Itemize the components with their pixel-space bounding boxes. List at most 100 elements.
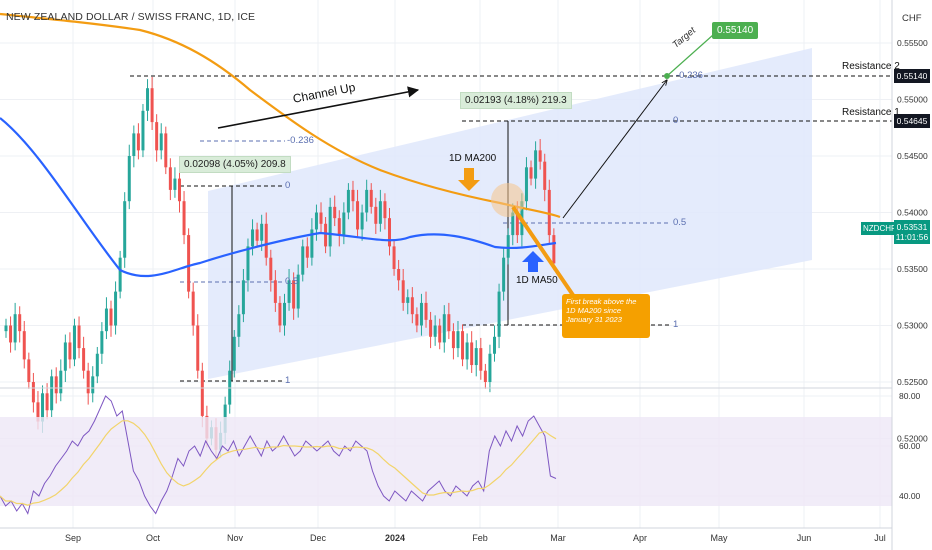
candle-body	[337, 218, 341, 236]
fib-label-1-left: 1	[285, 375, 291, 386]
y-tick-label: 0.54500	[897, 151, 928, 161]
candle-body	[292, 280, 296, 309]
candle-body	[419, 302, 423, 326]
candle-body	[68, 342, 72, 360]
candle-body	[4, 325, 8, 332]
candle-body	[164, 133, 168, 168]
candle-body	[251, 229, 255, 247]
x-tick-label: 2024	[385, 533, 405, 543]
candle-body	[269, 257, 273, 281]
fib-label-0-left: 0	[285, 180, 291, 191]
current-price-tag: 0.53531 11:01:56	[894, 220, 930, 244]
x-tick-label: Oct	[146, 533, 161, 543]
candle-body	[136, 133, 140, 151]
candle-body	[392, 246, 396, 269]
candle-body	[255, 229, 259, 241]
candle-body	[278, 302, 282, 326]
candle-body	[177, 178, 181, 202]
target-dot	[664, 73, 670, 79]
candle-body	[22, 331, 26, 360]
candle-body	[383, 201, 387, 219]
y-tick-label: 0.54000	[897, 208, 928, 218]
candle-body	[45, 393, 49, 411]
candle-body	[9, 325, 13, 343]
candle-body	[159, 133, 163, 151]
candle-body	[72, 325, 76, 360]
candle-body	[346, 189, 350, 213]
candle-body	[301, 246, 305, 275]
candle-body	[324, 223, 328, 247]
candle-body	[232, 336, 236, 371]
candle-body	[470, 342, 474, 366]
candle-body	[502, 257, 506, 292]
candle-body	[13, 314, 17, 343]
measure-label-1: 0.02098 (4.05%) 209.8	[179, 156, 291, 173]
candle-body	[282, 302, 286, 326]
candle-body	[18, 314, 22, 332]
note-connector	[511, 205, 577, 300]
x-tick-label: Feb	[472, 533, 488, 543]
currency-label: CHF	[902, 13, 922, 24]
resistance-2-price-tag: 0.55140	[894, 69, 930, 83]
candle-body	[538, 150, 542, 162]
candle-body	[182, 201, 186, 236]
candle-body	[465, 342, 469, 360]
candle-body	[461, 331, 465, 360]
candle-body	[273, 280, 277, 303]
y-tick-label: 0.53000	[897, 321, 928, 331]
candle-body	[547, 189, 551, 236]
y-tick-label: 0.52000	[897, 434, 928, 444]
candle-body	[310, 229, 314, 258]
candle-body	[95, 353, 99, 377]
candle-body	[118, 257, 122, 292]
candle-body	[451, 331, 455, 349]
candle-body	[77, 325, 81, 349]
x-tick-label: Jun	[797, 533, 812, 543]
candle-body	[374, 206, 378, 224]
candle-body	[488, 353, 492, 382]
rsi-tick-label: 40.00	[899, 491, 921, 501]
rsi-tick-label: 80.00	[899, 391, 921, 401]
candle-body	[529, 167, 533, 179]
chart-title: NEW ZEALAND DOLLAR / SWISS FRANC, 1D, IC…	[6, 11, 256, 23]
y-tick-label: 0.55500	[897, 38, 928, 48]
candle-body	[305, 246, 309, 258]
candle-body	[173, 178, 177, 190]
fib-levels	[130, 75, 892, 382]
ma200-label: 1D MA200	[449, 153, 497, 164]
candle-body	[401, 280, 405, 303]
candle-body	[506, 235, 510, 258]
channel-up-arrow	[217, 86, 420, 129]
candle-body	[54, 376, 58, 394]
candle-body	[237, 314, 241, 337]
candle-body	[456, 331, 460, 349]
time-axis[interactable]: Sep Oct Nov Dec 2024 Feb Mar Apr May Jun Jul	[0, 527, 892, 543]
candle-body	[356, 201, 360, 230]
candle-body	[543, 161, 547, 190]
candle-body	[351, 189, 355, 202]
candle-body	[150, 88, 154, 123]
candle-body	[328, 206, 332, 247]
candle-body	[415, 314, 419, 326]
candle-body	[91, 376, 95, 394]
candle-body	[387, 218, 391, 247]
candle-body	[429, 319, 433, 337]
candle-body	[27, 359, 31, 382]
candle-body	[314, 212, 318, 230]
candle-body	[410, 297, 414, 315]
candle-body	[511, 212, 515, 236]
candle-body	[191, 291, 195, 326]
symbol-badge: NZDCHF	[861, 222, 898, 235]
candle-body	[342, 212, 346, 236]
bar-countdown: 11:01:56	[895, 232, 929, 242]
candle-body	[378, 201, 382, 224]
rsi-band	[0, 417, 892, 506]
candle-body	[397, 269, 401, 281]
price-axis[interactable]: 0.55500 0.55000 0.54500 0.54000 0.53500 0.530…	[891, 0, 932, 550]
candle-body	[264, 223, 268, 258]
candle-body	[552, 235, 556, 264]
candle-body	[82, 348, 86, 371]
fib-label-05-left: 0.5	[285, 276, 299, 287]
candle-body	[287, 280, 291, 303]
